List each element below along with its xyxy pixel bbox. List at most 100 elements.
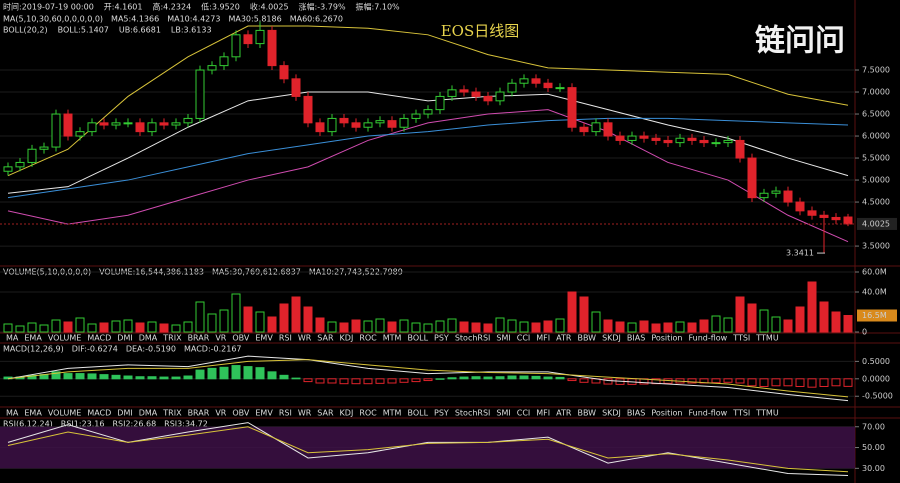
- volume-bar: [831, 311, 841, 333]
- header-field: 低:3.9520: [201, 2, 240, 12]
- indicator-tab[interactable]: RSI: [279, 334, 292, 343]
- macd-bar: [507, 375, 517, 380]
- indicator-tab[interactable]: SKDJ: [602, 334, 621, 343]
- indicator-tab[interactable]: VR: [215, 334, 226, 343]
- indicator-tab[interactable]: BBW: [577, 409, 596, 418]
- candle-body: [99, 122, 109, 126]
- volume-bar: [291, 296, 301, 333]
- indicator-tab[interactable]: DMA: [139, 409, 158, 418]
- indicator-tab[interactable]: BOLL: [407, 409, 428, 418]
- indicator-tab[interactable]: DMI: [117, 409, 132, 418]
- indicator-tab[interactable]: BIAS: [627, 334, 645, 343]
- indicator-tab[interactable]: TTMU: [755, 409, 779, 418]
- indicator-tab[interactable]: ATR: [556, 334, 572, 343]
- indicator-tab[interactable]: MFI: [536, 409, 550, 418]
- indicator-tab[interactable]: SMI: [496, 409, 510, 418]
- macd-bar: [75, 373, 85, 380]
- volume-bar: [231, 293, 241, 333]
- indicator-tab[interactable]: Fund-flow: [688, 409, 727, 418]
- indicator-tab[interactable]: PSY: [434, 409, 449, 418]
- indicator-tab[interactable]: Fund-flow: [688, 334, 727, 343]
- indicator-tab[interactable]: Position: [651, 334, 682, 343]
- legend-item: LB:3.6133: [171, 26, 212, 35]
- indicator-tab[interactable]: VOLUME: [48, 409, 82, 418]
- macd-bar: [519, 375, 529, 380]
- indicator-tab[interactable]: DMI: [117, 334, 132, 343]
- legend-item: DIF:-0.6274: [72, 345, 118, 354]
- indicator-tab[interactable]: TRIX: [162, 409, 182, 418]
- indicator-tab[interactable]: PSY: [434, 334, 449, 343]
- indicator-tab[interactable]: StochRSI: [455, 334, 491, 343]
- candle-body: [75, 131, 85, 137]
- indicator-tab[interactable]: MACD: [87, 334, 111, 343]
- indicator-tab[interactable]: EMA: [24, 334, 42, 343]
- indicator-tab[interactable]: SKDJ: [602, 409, 621, 418]
- volume-tag: 16.5M: [862, 311, 887, 320]
- indicator-tab[interactable]: KDJ: [340, 334, 354, 343]
- indicator-tab[interactable]: WR: [298, 334, 312, 343]
- indicator-tab[interactable]: ATR: [556, 409, 572, 418]
- candle-body: [303, 95, 313, 124]
- indicator-tab[interactable]: VOLUME: [48, 334, 82, 343]
- volume-bar: [471, 322, 481, 333]
- indicator-tab[interactable]: SAR: [317, 409, 334, 418]
- indicator-tab[interactable]: BBW: [577, 334, 596, 343]
- volume-bar: [687, 322, 697, 333]
- indicator-tab[interactable]: BOLL: [407, 334, 428, 343]
- candle-body: [423, 109, 433, 115]
- volume-bar: [699, 319, 709, 333]
- candle-body: [87, 122, 97, 133]
- volume-bar: [843, 315, 853, 333]
- indicator-tab[interactable]: OBV: [232, 334, 250, 343]
- indicator-tab[interactable]: DMA: [139, 334, 158, 343]
- indicator-tab[interactable]: TTSI: [732, 334, 750, 343]
- indicator-tab[interactable]: ROC: [359, 409, 377, 418]
- indicator-tab[interactable]: WR: [298, 409, 312, 418]
- candle-body: [219, 56, 229, 67]
- indicator-tab[interactable]: RSI: [279, 409, 292, 418]
- volume-bar: [75, 317, 85, 333]
- indicator-tab[interactable]: OBV: [232, 409, 250, 418]
- indicator-tab[interactable]: BRAR: [188, 334, 210, 343]
- indicator-tab[interactable]: SAR: [317, 334, 334, 343]
- indicator-tab[interactable]: TRIX: [162, 334, 182, 343]
- indicator-tab[interactable]: EMA: [24, 409, 42, 418]
- candle-body: [435, 95, 445, 111]
- indicator-tab[interactable]: VR: [215, 409, 226, 418]
- indicator-tab[interactable]: MACD: [87, 409, 111, 418]
- indicator-tab[interactable]: TTSI: [732, 409, 750, 418]
- volume-bar: [99, 322, 109, 333]
- indicator-tab[interactable]: Position: [651, 409, 682, 418]
- indicator-tab[interactable]: BIAS: [627, 409, 645, 418]
- indicator-tab[interactable]: TTMU: [755, 334, 779, 343]
- indicator-tab[interactable]: SMI: [496, 334, 510, 343]
- indicator-line: [7, 355, 849, 402]
- macd-bar: [327, 378, 337, 384]
- indicator-tab[interactable]: EMV: [255, 409, 273, 418]
- y-tick-label: 30.00: [862, 464, 885, 473]
- candle-body: [195, 69, 205, 119]
- logo: 链问问: [755, 24, 845, 59]
- indicator-tab[interactable]: EMV: [255, 334, 273, 343]
- indicator-tab[interactable]: MFI: [536, 334, 550, 343]
- y-tick-label: 0: [862, 328, 867, 337]
- candle-body: [723, 139, 733, 144]
- indicator-tab[interactable]: StochRSI: [455, 409, 491, 418]
- indicator-tab[interactable]: ROC: [359, 334, 377, 343]
- candle-body: [735, 139, 745, 159]
- macd-bar: [567, 378, 577, 382]
- indicator-tab[interactable]: CCI: [517, 334, 531, 343]
- indicator-tab[interactable]: KDJ: [340, 409, 354, 418]
- indicator-tab[interactable]: CCI: [517, 409, 531, 418]
- indicator-tab[interactable]: BRAR: [188, 409, 210, 418]
- indicator-tab[interactable]: MTM: [383, 334, 402, 343]
- volume-bar: [375, 318, 385, 333]
- macd-bar: [423, 378, 433, 382]
- indicator-tab[interactable]: MTM: [383, 409, 402, 418]
- candle-body: [759, 192, 769, 199]
- candle-body: [567, 87, 577, 128]
- macd-bar: [207, 367, 217, 380]
- y-tick-label: 40.0M: [862, 288, 887, 297]
- indicator-tab[interactable]: MA: [6, 409, 19, 418]
- indicator-tab[interactable]: MA: [6, 334, 19, 343]
